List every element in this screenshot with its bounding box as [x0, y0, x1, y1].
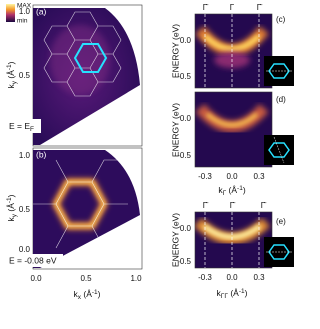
top-label: Γ̄: [261, 201, 267, 210]
label-base: k: [6, 84, 16, 89]
colorbar-max: MAX: [17, 3, 32, 10]
y-tick-label: 0.0: [19, 245, 31, 254]
label-sup: -1: [6, 64, 13, 70]
label-unit: (Å: [226, 185, 237, 195]
label-sub: Γ: [223, 190, 227, 197]
label-close: ): [98, 289, 101, 299]
x-tick-label: 0.3: [253, 273, 265, 282]
panel-d: (d) 0.0 -0.5 ENERGY (eV) -0.3 0.0 0.3 kΓ…: [170, 91, 294, 197]
y-tick-label: -0.5: [177, 151, 191, 160]
label-sup: -1: [239, 288, 245, 295]
y-tick-label: 0.5: [19, 205, 31, 214]
x-tick-label: 0.3: [253, 172, 265, 181]
label-sub: x: [78, 294, 82, 301]
label-close: ): [6, 194, 16, 197]
label-close: ): [243, 185, 246, 195]
x-axis-label: kx (Å-1): [74, 289, 101, 301]
label-base: k: [218, 185, 223, 195]
top-label: Γ̄: [203, 3, 209, 12]
body: { "colorbar": {"max": "MAX", "min": "min…: [5, 2, 294, 301]
y-tick-label: 0.0: [180, 224, 192, 233]
label-unit: (Å: [6, 203, 16, 214]
top-label: Γ̄: [257, 3, 263, 12]
y-axis-label: ky (Å-1): [6, 194, 18, 221]
x-tick-label: -0.3: [198, 172, 212, 181]
top-label: Γ̄: [203, 201, 209, 210]
y-axis-label: ENERGY (eV): [170, 24, 180, 78]
label-unit: (Å: [81, 289, 92, 299]
label-sub: y: [11, 80, 18, 84]
annotation-main: E = E: [9, 121, 30, 131]
y-axis-label: ky (Å-1): [6, 61, 18, 88]
y-tick-label: 0.5: [19, 71, 31, 80]
label-base: k: [217, 288, 222, 298]
y-tick-label: -0.5: [177, 257, 191, 266]
x-axis-label: kΓΓ (Å-1): [217, 288, 248, 300]
x-tick-label: 0.5: [80, 274, 92, 283]
colorbar-min: min: [17, 18, 28, 25]
y-tick-label: 0.0: [180, 36, 192, 45]
label-close: ): [6, 61, 16, 64]
label-sub: ΓΓ: [221, 293, 229, 300]
panel-label: (c): [276, 15, 286, 24]
panel-label: (e): [276, 217, 286, 226]
x-tick-label: 0.0: [226, 172, 238, 181]
x-tick-label: 0.0: [226, 273, 238, 282]
y-tick-label: 1.0: [19, 151, 31, 160]
figure: MAX min (a) E = EF 1.0 0.5: [6, 3, 294, 301]
y-tick-label: 1.0: [19, 7, 31, 16]
label-sup: -1: [237, 185, 243, 192]
label-sub: y: [11, 213, 18, 217]
annotation: E = -0.08 eV: [9, 255, 57, 265]
annotation: E = EF: [9, 121, 34, 132]
top-label: Γ̄: [230, 201, 236, 210]
panel-label: (a): [36, 6, 47, 16]
y-axis-label: ENERGY (eV): [170, 213, 180, 267]
y-tick-label: 0.0: [180, 114, 192, 123]
top-label: Γ: [230, 3, 235, 12]
panel-e: Γ̄ Γ̄ Γ̄ (e) 0.0 -0.5 ENERGY (eV) -0.3 0…: [170, 201, 294, 300]
label-close: ): [245, 288, 248, 298]
label-base: k: [6, 217, 16, 222]
y-axis-label: ENERGY (eV): [170, 103, 180, 157]
panel-b: (b) E = -0.08 eV 1.0 0.5 0.0: [7, 147, 143, 270]
panel-a: (a) E = EF 1.0 0.5: [7, 4, 143, 147]
label-sup: -1: [92, 289, 98, 296]
x-tick-label: 1.0: [130, 274, 142, 283]
annotation-sub: F: [30, 126, 34, 133]
label-unit: (Å: [228, 288, 239, 298]
label-base: k: [74, 289, 79, 299]
y-tick-label: -0.5: [177, 72, 191, 81]
panel-c: Γ̄ Γ Γ̄ (c) 0.0 -0.5 ENERGY (eV): [170, 3, 294, 89]
label-sup: -1: [6, 197, 13, 203]
x-tick-label: 0.0: [30, 274, 42, 283]
panel-label: (d): [276, 95, 286, 104]
colorbar: [6, 4, 15, 22]
panel-label: (b): [36, 149, 47, 159]
label-unit: (Å: [6, 70, 16, 81]
x-axis-label: kΓ (Å-1): [218, 185, 246, 197]
x-tick-label: -0.3: [198, 273, 212, 282]
